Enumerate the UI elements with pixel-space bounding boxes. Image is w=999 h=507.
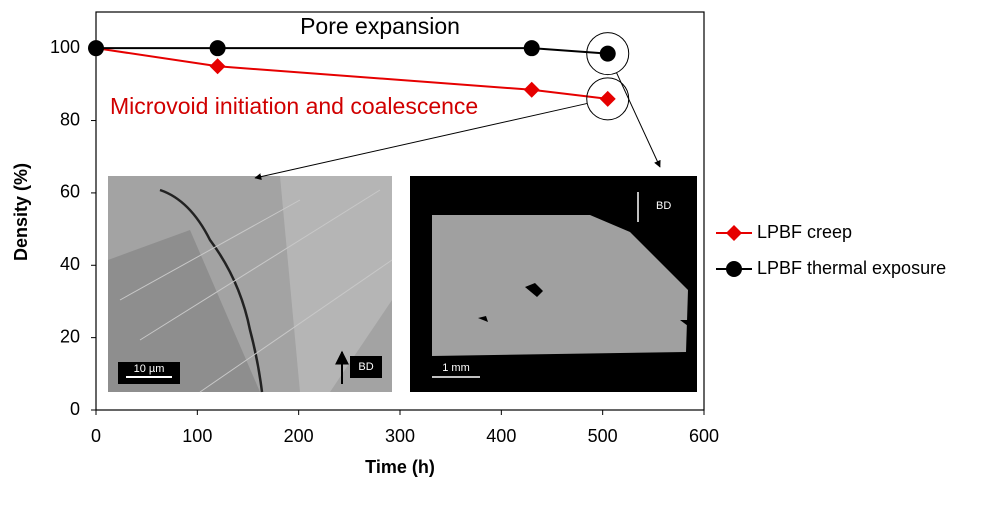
scale-bar-label: 1 mm <box>442 362 470 374</box>
marker <box>210 58 226 74</box>
x-axis-label: Time (h) <box>365 457 435 477</box>
marker <box>524 82 540 98</box>
marker <box>600 91 616 107</box>
y-tick-label: 80 <box>60 109 80 129</box>
annotation: Pore expansion <box>300 13 460 39</box>
annotation: Microvoid initiation and coalescence <box>110 93 478 119</box>
x-tick-label: 300 <box>385 426 415 446</box>
x-tick-label: 600 <box>689 426 719 446</box>
chart: 10 µm BD 1 mm BD Pore expansion Microvoi… <box>0 0 999 507</box>
y-tick-label: 20 <box>60 326 80 346</box>
y-tick-label: 40 <box>60 254 80 274</box>
marker <box>524 40 540 56</box>
y-tick-label: 60 <box>60 182 80 202</box>
marker <box>88 40 104 56</box>
legend-label: LPBF creep <box>757 222 852 242</box>
marker <box>210 40 226 56</box>
callout-arrow <box>617 73 660 167</box>
x-tick-label: 400 <box>486 426 516 446</box>
inset-left <box>108 176 392 392</box>
x-tick-label: 200 <box>284 426 314 446</box>
marker <box>600 46 616 62</box>
y-axis-label: Density (%) <box>11 163 31 261</box>
x-tick-label: 100 <box>182 426 212 446</box>
direction-label: BD <box>358 361 373 373</box>
y-tick-label: 100 <box>50 37 80 57</box>
y-tick-label: 0 <box>70 399 80 419</box>
marker <box>726 261 742 277</box>
scale-bar-label: 10 µm <box>134 363 165 375</box>
inset-right <box>410 176 697 392</box>
direction-label: BD <box>656 200 671 212</box>
marker <box>726 225 742 241</box>
x-tick-label: 500 <box>588 426 618 446</box>
legend-label: LPBF thermal exposure <box>757 258 946 278</box>
x-tick-label: 0 <box>91 426 101 446</box>
